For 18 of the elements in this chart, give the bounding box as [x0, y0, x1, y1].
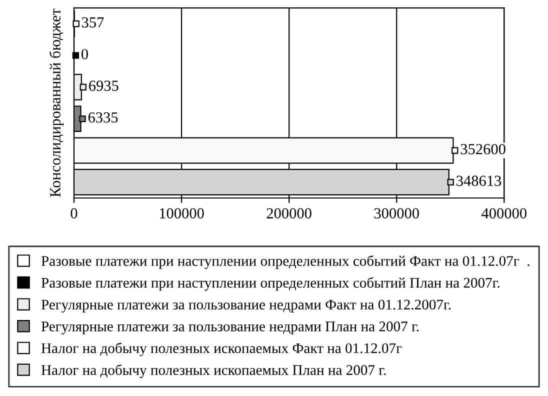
legend-label: Регулярные платежи за пользование недрами План на 2007 г.: [41, 322, 419, 334]
y-axis-title: Консолидированный бюджет: [49, 8, 64, 197]
data-label: 348613: [456, 176, 502, 186]
data-label: 6935: [89, 80, 118, 91]
legend-label: Разовые платежи при наступлении определенных событий План на 2007г.: [41, 277, 500, 291]
x-tick-label: 200000: [266, 208, 312, 218]
x-tick-label: 400000: [482, 208, 526, 218]
data-label: 6335: [88, 112, 118, 123]
x-tick-label: 100000: [160, 208, 204, 218]
legend-label: Регулярные платежи за пользование недрами Факт на 01.12.2007г.: [41, 300, 451, 313]
data-label: 0: [82, 48, 88, 60]
legend-label: Налог на добычу полезных ископаемых План на 2007 г.: [41, 364, 386, 378]
legend-label: Налог на добычу полезных ископаемых Факт на 01.12.07г: [41, 342, 402, 356]
x-tick-label: 300000: [374, 208, 419, 218]
data-label: 357: [82, 17, 104, 28]
x-tick-label: 0: [70, 208, 78, 218]
legend-label: Разовые платежи при наступлении определенных событий Факт на 01.12.07г .: [41, 255, 530, 269]
data-label: 352600: [460, 144, 506, 154]
